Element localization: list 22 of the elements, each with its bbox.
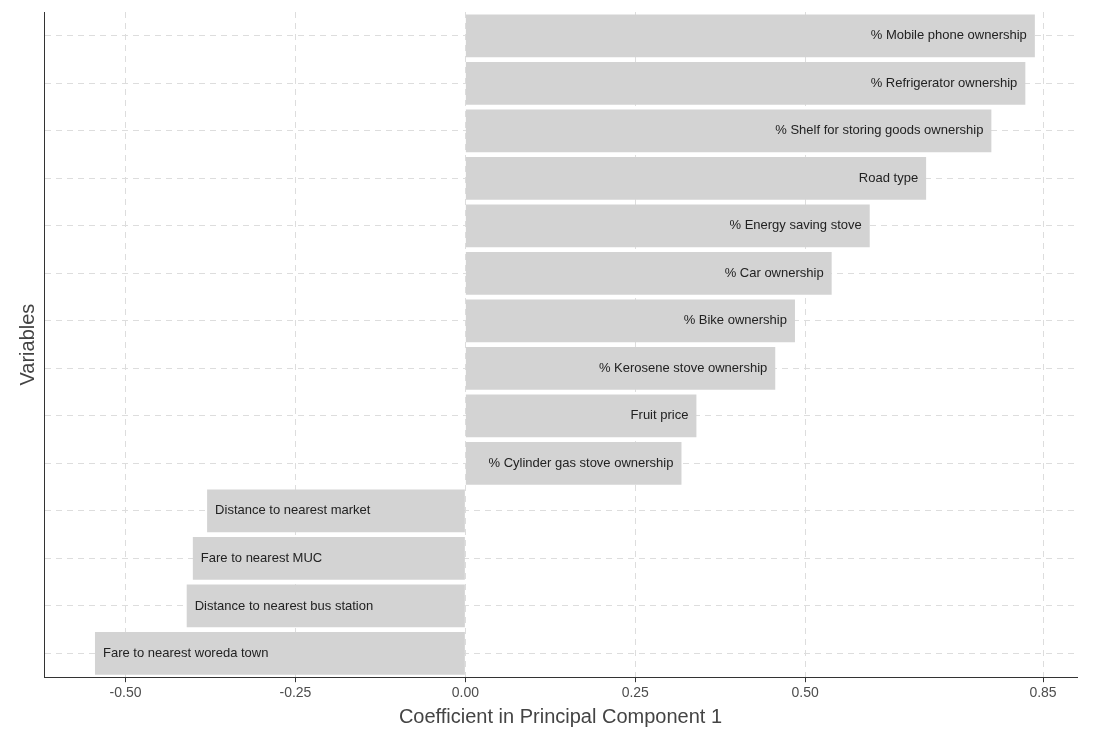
x-tick-label: -0.50 bbox=[109, 684, 142, 701]
y-tick-label: Distance to nearest market bbox=[215, 502, 371, 518]
y-tick-label: Fruit price bbox=[630, 407, 689, 423]
y-tick-label: % Energy saving stove bbox=[729, 217, 862, 233]
y-tick-label: Fare to nearest MUC bbox=[200, 549, 323, 565]
y-tick-label: % Mobile phone ownership bbox=[870, 27, 1027, 43]
x-tick-label: 0.50 bbox=[791, 684, 819, 701]
x-tick-label: 0.25 bbox=[621, 684, 650, 701]
y-tick-label: % Kerosene stove ownership bbox=[598, 359, 768, 375]
x-tick-label: -0.25 bbox=[279, 684, 312, 701]
y-axis-title: Variables bbox=[15, 303, 38, 386]
x-tick-label: 0.00 bbox=[451, 684, 480, 701]
y-tick-label: Road type bbox=[858, 169, 919, 185]
x-tick-label: 0.85 bbox=[1029, 684, 1057, 701]
y-tick-label: % Bike ownership bbox=[683, 312, 787, 328]
y-tick-label: % Cylinder gas stove ownership bbox=[488, 454, 674, 470]
y-tick-label: Distance to nearest bus station bbox=[194, 597, 374, 613]
y-tick-label: % Car ownership bbox=[724, 264, 824, 280]
y-tick-label: % Shelf for storing goods ownership bbox=[775, 122, 984, 138]
y-tick-label: % Refrigerator ownership bbox=[870, 74, 1018, 90]
x-axis-title: Coefficient in Principal Component 1 bbox=[398, 704, 723, 727]
y-tick-label: Fare to nearest woreda town bbox=[102, 645, 269, 661]
